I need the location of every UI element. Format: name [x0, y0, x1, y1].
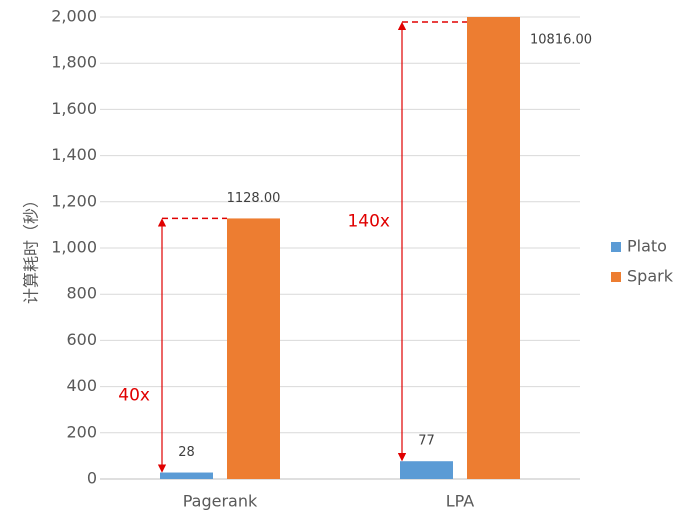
- y-tick-label: 1,200: [51, 191, 97, 210]
- value-label: 77: [418, 434, 435, 449]
- legend-label: Spark: [627, 267, 674, 286]
- y-tick-label: 2,000: [51, 7, 97, 26]
- y-tick-label: 800: [66, 284, 97, 303]
- y-tick-label: 0: [87, 469, 97, 488]
- legend-swatch: [611, 272, 621, 282]
- annotation: 40x: [118, 385, 150, 405]
- bar: [160, 472, 213, 479]
- legend-label: Plato: [627, 237, 667, 256]
- y-axis-label: 计算耗时（秒）: [22, 192, 41, 304]
- bar: [227, 218, 280, 479]
- value-label: 28: [178, 445, 195, 460]
- x-tick-label: Pagerank: [183, 492, 258, 511]
- y-tick-label: 1,600: [51, 99, 97, 118]
- value-label: 1128.00: [227, 191, 281, 206]
- value-label: 10816.00: [530, 33, 592, 48]
- bar: [467, 17, 520, 480]
- y-tick-label: 1,400: [51, 145, 97, 164]
- x-tick-label: LPA: [446, 492, 475, 511]
- legend-swatch: [611, 242, 621, 252]
- annotation: 140x: [347, 212, 390, 232]
- y-tick-label: 1,800: [51, 53, 97, 72]
- y-tick-label: 600: [66, 330, 97, 349]
- bar: [400, 461, 453, 479]
- y-tick-label: 1,000: [51, 238, 97, 257]
- y-tick-label: 400: [66, 376, 97, 395]
- y-tick-label: 200: [66, 422, 97, 441]
